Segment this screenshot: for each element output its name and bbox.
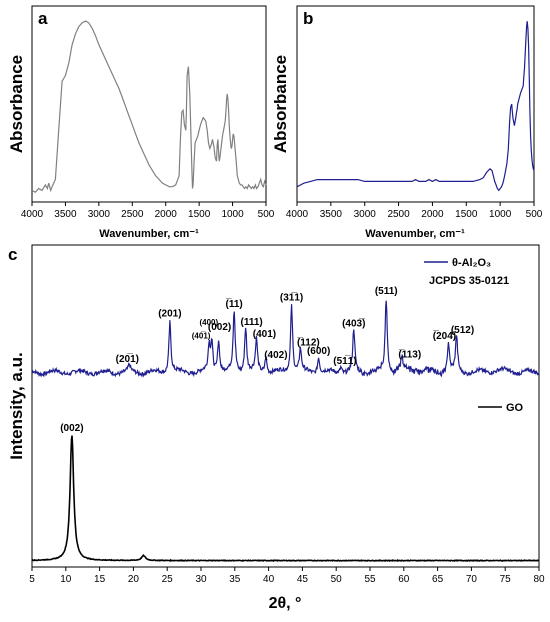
x-tick-label: 60: [398, 574, 410, 585]
peak-label: (402): [264, 350, 287, 361]
x-tick-label: 65: [432, 574, 444, 585]
panel-b-frame: [296, 5, 535, 203]
panel-c-series-al2o3-line: [31, 300, 540, 378]
x-tick-label: 3000: [354, 209, 377, 220]
panel-c-x-ticks: 5 10 15 20 25 30 35 40 45 50 55 60 65 70 75 80: [29, 567, 545, 585]
x-tick-label: 1000: [221, 209, 244, 220]
x-tick-label: 2000: [421, 209, 444, 220]
peak-label: (31̅1): [280, 292, 303, 304]
panel-a-series-line: [31, 20, 267, 193]
x-tick-label: 40: [263, 574, 275, 585]
x-tick-label: 1000: [489, 209, 512, 220]
x-tick-label: 10: [60, 574, 72, 585]
peak-label: (51̅1): [333, 355, 356, 367]
panel-b-xlabel: Wavenumber, cm⁻¹: [365, 228, 465, 240]
x-tick-label: 4000: [21, 209, 44, 220]
x-tick-label: 45: [297, 574, 309, 585]
peak-label: (002): [208, 322, 231, 333]
panel-b-x-ticks: 4000 3500 3000 2500 2000 1500 1000 500: [286, 202, 543, 220]
x-tick-label: 25: [162, 574, 174, 585]
x-tick-label: 5: [29, 574, 35, 585]
x-tick-label: 500: [526, 209, 543, 220]
panel-b-letter: b: [303, 9, 313, 28]
legend-al2o3: θ-Al₂O₃ JCPDS 35-0121: [424, 257, 509, 287]
panel-a-ylabel: Absorbance: [7, 55, 26, 153]
legend-go-label: GO: [506, 402, 524, 414]
panel-a-x-ticks: 4000 3500 3000 2500 2000 1500 1000 500: [21, 202, 275, 220]
legend-jcpds-label: JCPDS 35-0121: [429, 275, 509, 287]
x-tick-label: 20: [128, 574, 140, 585]
legend-go: GO: [478, 402, 524, 414]
peak-label: (511): [375, 286, 398, 297]
x-tick-label: 3000: [88, 209, 111, 220]
panel-a-frame: [31, 5, 267, 203]
panel-b-ylabel: Absorbance: [271, 55, 290, 153]
x-tick-label: 75: [500, 574, 512, 585]
peak-label: (̅113): [398, 348, 421, 360]
x-tick-label: 1500: [188, 209, 211, 220]
x-tick-label: 80: [533, 574, 545, 585]
panel-a-xlabel: Wavenumber, cm⁻¹: [99, 228, 199, 240]
peak-label: (̅112): [297, 337, 320, 349]
peak-label: (20̅1): [116, 353, 139, 365]
panel-c-xlabel: 2θ, °: [269, 595, 302, 612]
x-tick-label: 2000: [155, 209, 178, 220]
x-tick-label: 2500: [121, 209, 144, 220]
peak-label: (201): [158, 309, 181, 320]
peak-label: (512): [451, 325, 474, 336]
panel-b: b Absorbance Wavenumber, cm⁻¹ 4000 3500 30…: [271, 5, 543, 240]
x-tick-label: 2500: [387, 209, 410, 220]
peak-label: (̅204): [433, 330, 456, 342]
x-tick-label: 15: [94, 574, 106, 585]
x-tick-label: 35: [229, 574, 241, 585]
peak-label: (̅11): [226, 298, 243, 310]
panel-c-peak-labels: (20̅1)(201)(40̅1)(400)(002)(̅11)(111)(40…: [60, 286, 474, 434]
peak-label: (400): [199, 318, 218, 327]
panel-a-letter: a: [38, 9, 48, 28]
peak-label: (600): [307, 346, 330, 357]
peak-label: (40̅1): [192, 331, 211, 340]
panel-c: c Intensity, a.u. 2θ, ° 5 10 15 20 25 30 35 40 4…: [7, 244, 545, 612]
panel-c-frame: [31, 244, 540, 568]
panel-c-ylabel: Intensity, a.u.: [7, 352, 26, 459]
x-tick-label: 500: [258, 209, 275, 220]
peak-label: (403̅): [342, 317, 365, 329]
panel-b-series-line: [296, 21, 535, 192]
peak-label: (401): [253, 329, 276, 340]
panel-c-series-go-line: [31, 435, 540, 563]
x-tick-label: 3500: [320, 209, 343, 220]
panel-a: a Absorbance Wavenumber, cm⁻¹ 4000 3500 30…: [7, 5, 275, 240]
peak-label: (111): [240, 317, 262, 328]
x-tick-label: 3500: [54, 209, 77, 220]
x-tick-label: 1500: [455, 209, 478, 220]
x-tick-label: 55: [364, 574, 376, 585]
legend-al2o3-label: θ-Al₂O₃: [452, 257, 491, 269]
x-tick-label: 50: [331, 574, 343, 585]
peak-label: (002): [60, 423, 83, 434]
x-tick-label: 70: [466, 574, 478, 585]
x-tick-label: 4000: [286, 209, 309, 220]
panel-c-letter: c: [8, 245, 17, 264]
x-tick-label: 30: [195, 574, 207, 585]
